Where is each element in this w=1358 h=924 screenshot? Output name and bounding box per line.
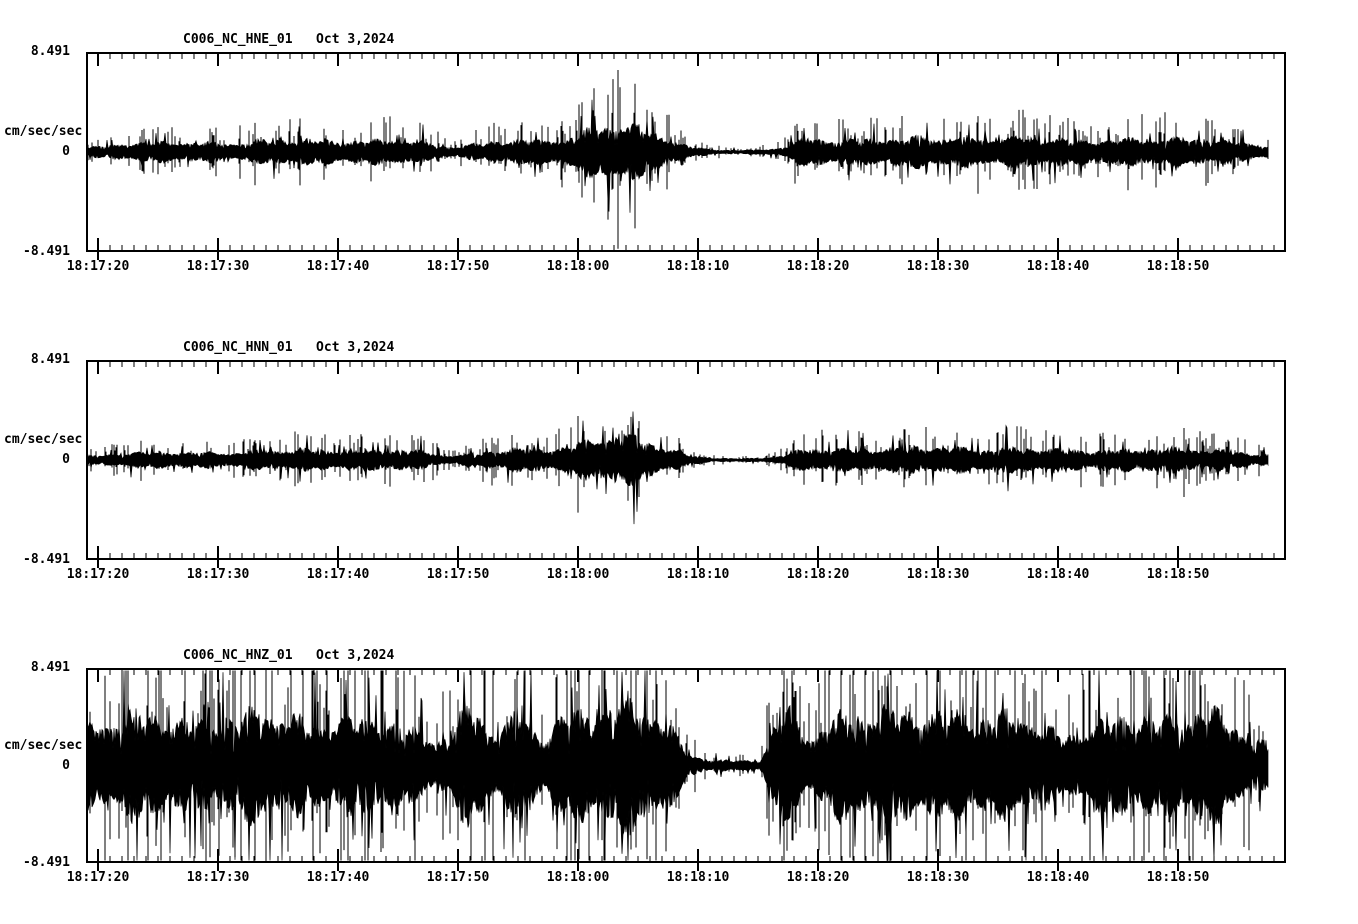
x-axis-tick-label: 18:17:20 — [66, 259, 130, 274]
waveform-band — [88, 99, 1269, 213]
x-axis-tick-label: 18:17:50 — [426, 259, 490, 274]
waveform-trace — [88, 411, 1269, 525]
y-axis-max-label: 8.491 — [30, 660, 70, 675]
axis-ticks — [86, 52, 1275, 260]
y-axis-min-label: -8.491 — [23, 552, 70, 567]
x-axis-tick-label: 18:18:10 — [666, 567, 730, 582]
x-axis-tick-label: 18:18:30 — [906, 259, 970, 274]
x-axis-tick-label: 18:18:20 — [786, 567, 850, 582]
x-axis-tick-label: 18:18:50 — [1146, 259, 1210, 274]
y-axis-max-label: 8.491 — [30, 44, 70, 59]
panel-title: C006_NC_HNN_01 Oct 3,2024 — [183, 340, 395, 355]
x-axis-tick-label: 18:18:00 — [546, 259, 610, 274]
x-axis-tick-label: 18:18:40 — [1026, 870, 1090, 885]
y-axis-unit-label: cm/sec/sec — [4, 432, 83, 447]
x-axis-tick-label: 18:18:40 — [1026, 259, 1090, 274]
x-axis-tick-label: 18:18:40 — [1026, 567, 1090, 582]
x-axis-tick-label: 18:18:50 — [1146, 870, 1210, 885]
y-axis-unit-label: cm/sec/sec — [4, 124, 83, 139]
x-axis-tick-label: 18:17:50 — [426, 567, 490, 582]
panel-title: C006_NC_HNZ_01 Oct 3,2024 — [183, 648, 395, 663]
x-axis-tick-label: 18:18:20 — [786, 870, 850, 885]
x-axis-tick-label: 18:17:30 — [186, 567, 250, 582]
axis-ticks — [86, 360, 1275, 568]
x-axis-tick-label: 18:18:30 — [906, 567, 970, 582]
y-axis-zero-label: 0 — [62, 452, 70, 467]
x-axis-tick-label: 18:18:00 — [546, 567, 610, 582]
x-axis-tick-label: 18:17:40 — [306, 567, 370, 582]
axis-ticks — [86, 668, 1275, 871]
y-axis-zero-label: 0 — [62, 757, 70, 773]
y-axis-min-label: -8.491 — [23, 855, 70, 870]
y-axis-max-label: 8.491 — [30, 352, 70, 367]
y-axis-min-label: -8.491 — [23, 244, 70, 259]
waveform-spikes — [89, 670, 1264, 861]
waveform-spikes — [88, 416, 1264, 513]
waveform-trace — [88, 70, 1269, 249]
x-axis-tick-label: 18:17:40 — [306, 870, 370, 885]
x-axis-tick-label: 18:18:50 — [1146, 567, 1210, 582]
plot-frame — [86, 360, 1286, 560]
x-axis-tick-label: 18:17:50 — [426, 870, 490, 885]
y-axis-zero-label: 0 — [62, 144, 70, 159]
x-axis-tick-label: 18:18:10 — [666, 870, 730, 885]
x-axis-tick-label: 18:18:10 — [666, 259, 730, 274]
waveform-spikes — [88, 70, 1269, 249]
x-axis-tick-label: 18:17:30 — [186, 259, 250, 274]
waveform-band — [88, 670, 1269, 861]
panel-title: C006_NC_HNE_01 Oct 3,2024 — [183, 32, 395, 47]
x-axis-tick-label: 18:18:30 — [906, 870, 970, 885]
plot-frame — [86, 668, 1286, 863]
x-axis-tick-label: 18:17:20 — [66, 567, 130, 582]
waveform-trace — [88, 670, 1269, 861]
plot-frame — [86, 52, 1286, 252]
x-axis-tick-label: 18:18:20 — [786, 259, 850, 274]
waveform-band — [88, 411, 1269, 525]
x-axis-tick-label: 18:17:20 — [66, 870, 130, 885]
x-axis-tick-label: 18:17:30 — [186, 870, 250, 885]
x-axis-tick-label: 18:18:00 — [546, 870, 610, 885]
y-axis-unit-label: cm/sec/sec — [4, 737, 83, 753]
x-axis-tick-label: 18:17:40 — [306, 259, 370, 274]
